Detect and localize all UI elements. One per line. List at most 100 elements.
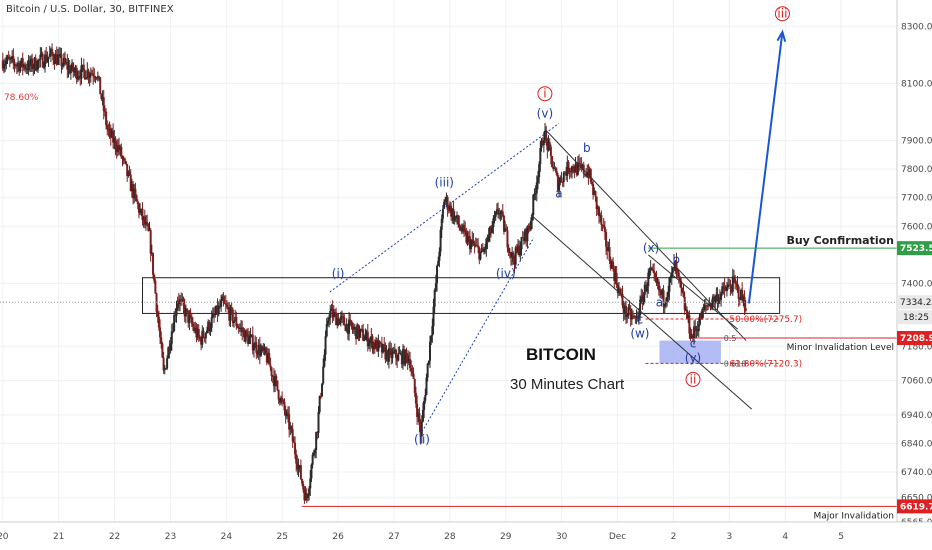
candle-body <box>506 230 509 248</box>
candle-body <box>250 334 253 336</box>
candle-body <box>134 188 137 196</box>
candle-body <box>676 268 679 273</box>
candle-body <box>572 166 575 171</box>
candle-body <box>538 164 541 178</box>
candle-body <box>311 454 314 465</box>
candle-body <box>608 247 611 261</box>
candle-body <box>614 273 617 281</box>
candle-body <box>369 340 372 344</box>
candle-body <box>452 208 455 221</box>
candle-body <box>135 195 138 202</box>
price-tick-label: 7800.0 <box>901 165 932 175</box>
candle-body <box>396 357 399 361</box>
candle-body <box>117 145 120 151</box>
candle-body <box>663 304 666 307</box>
candle-body <box>630 315 633 320</box>
candle-body <box>531 215 534 221</box>
candle-body <box>487 235 490 242</box>
candle-body <box>485 238 488 250</box>
candle-body <box>166 358 169 369</box>
wave-circle <box>685 371 701 387</box>
candle-body <box>170 331 173 344</box>
candle-body <box>292 441 295 443</box>
candle-body <box>711 296 714 304</box>
candle-body <box>25 68 28 70</box>
candle-body <box>251 334 254 351</box>
candle-body <box>377 340 380 352</box>
candle-body <box>289 426 292 430</box>
candle-body <box>634 316 637 318</box>
candle-body <box>96 76 99 78</box>
candle-body <box>558 183 561 191</box>
candle-body <box>366 331 369 347</box>
candle-body <box>346 324 349 334</box>
candle-body <box>41 53 44 68</box>
wave-label: b <box>583 141 591 155</box>
candle-body <box>2 65 5 69</box>
candle-body <box>475 245 478 247</box>
candle-body <box>78 76 81 78</box>
candle-body <box>257 344 260 355</box>
candle-body <box>31 58 34 69</box>
candle-body <box>123 158 126 162</box>
candle-body <box>19 64 22 72</box>
candle-body <box>285 412 288 417</box>
candle-body <box>576 162 579 175</box>
candle-body <box>194 328 197 332</box>
candle-body <box>357 324 360 338</box>
candle-body <box>224 303 227 305</box>
candle-body <box>112 130 115 143</box>
candle-body <box>640 296 643 300</box>
wave-label: i <box>543 87 546 101</box>
candle-body <box>362 329 365 341</box>
candle-body <box>180 299 183 301</box>
candle-body <box>48 53 51 57</box>
candle-body <box>683 296 686 310</box>
candle-body <box>65 62 68 64</box>
candle-body <box>716 294 719 304</box>
candle-body <box>633 315 636 317</box>
candle-body <box>533 193 536 195</box>
candle-body <box>730 289 733 292</box>
candle-body <box>261 346 264 350</box>
candle-body <box>153 274 156 281</box>
level-price-tag <box>897 241 932 256</box>
candle-body <box>722 286 725 288</box>
candle-body <box>542 140 545 146</box>
range-box <box>142 277 781 314</box>
candle-body <box>438 251 441 261</box>
candle-body <box>606 246 609 251</box>
candle-body <box>13 61 16 66</box>
candle-body <box>457 215 460 224</box>
candle-body <box>498 213 501 215</box>
candle-body <box>29 58 32 66</box>
candle-body <box>713 296 716 304</box>
candle-body <box>218 305 221 307</box>
trendline <box>647 254 739 330</box>
candle-body <box>385 350 388 360</box>
candle-body <box>61 64 64 67</box>
candle-body <box>444 199 447 202</box>
candle-body <box>420 421 423 437</box>
candle-body <box>648 270 651 273</box>
candle-body <box>727 284 730 288</box>
candle-body <box>214 314 217 316</box>
candle-body <box>184 308 187 317</box>
candle-body <box>309 478 312 489</box>
candle-body <box>270 367 273 376</box>
candle-body <box>231 309 234 323</box>
level-label: Major Invalidation <box>813 511 894 521</box>
candle-body <box>480 248 483 252</box>
candle-body <box>217 305 220 315</box>
candle-body <box>122 158 125 160</box>
candle-body <box>360 328 363 330</box>
candle-body <box>521 237 524 239</box>
candle-body <box>589 169 592 182</box>
chart-title: BITCOIN <box>526 345 596 364</box>
candle-body <box>490 226 493 233</box>
candle-body <box>588 169 591 178</box>
candle-body <box>236 326 239 328</box>
candle-body <box>637 315 640 319</box>
candle-body <box>242 330 245 332</box>
candle-body <box>646 286 649 292</box>
